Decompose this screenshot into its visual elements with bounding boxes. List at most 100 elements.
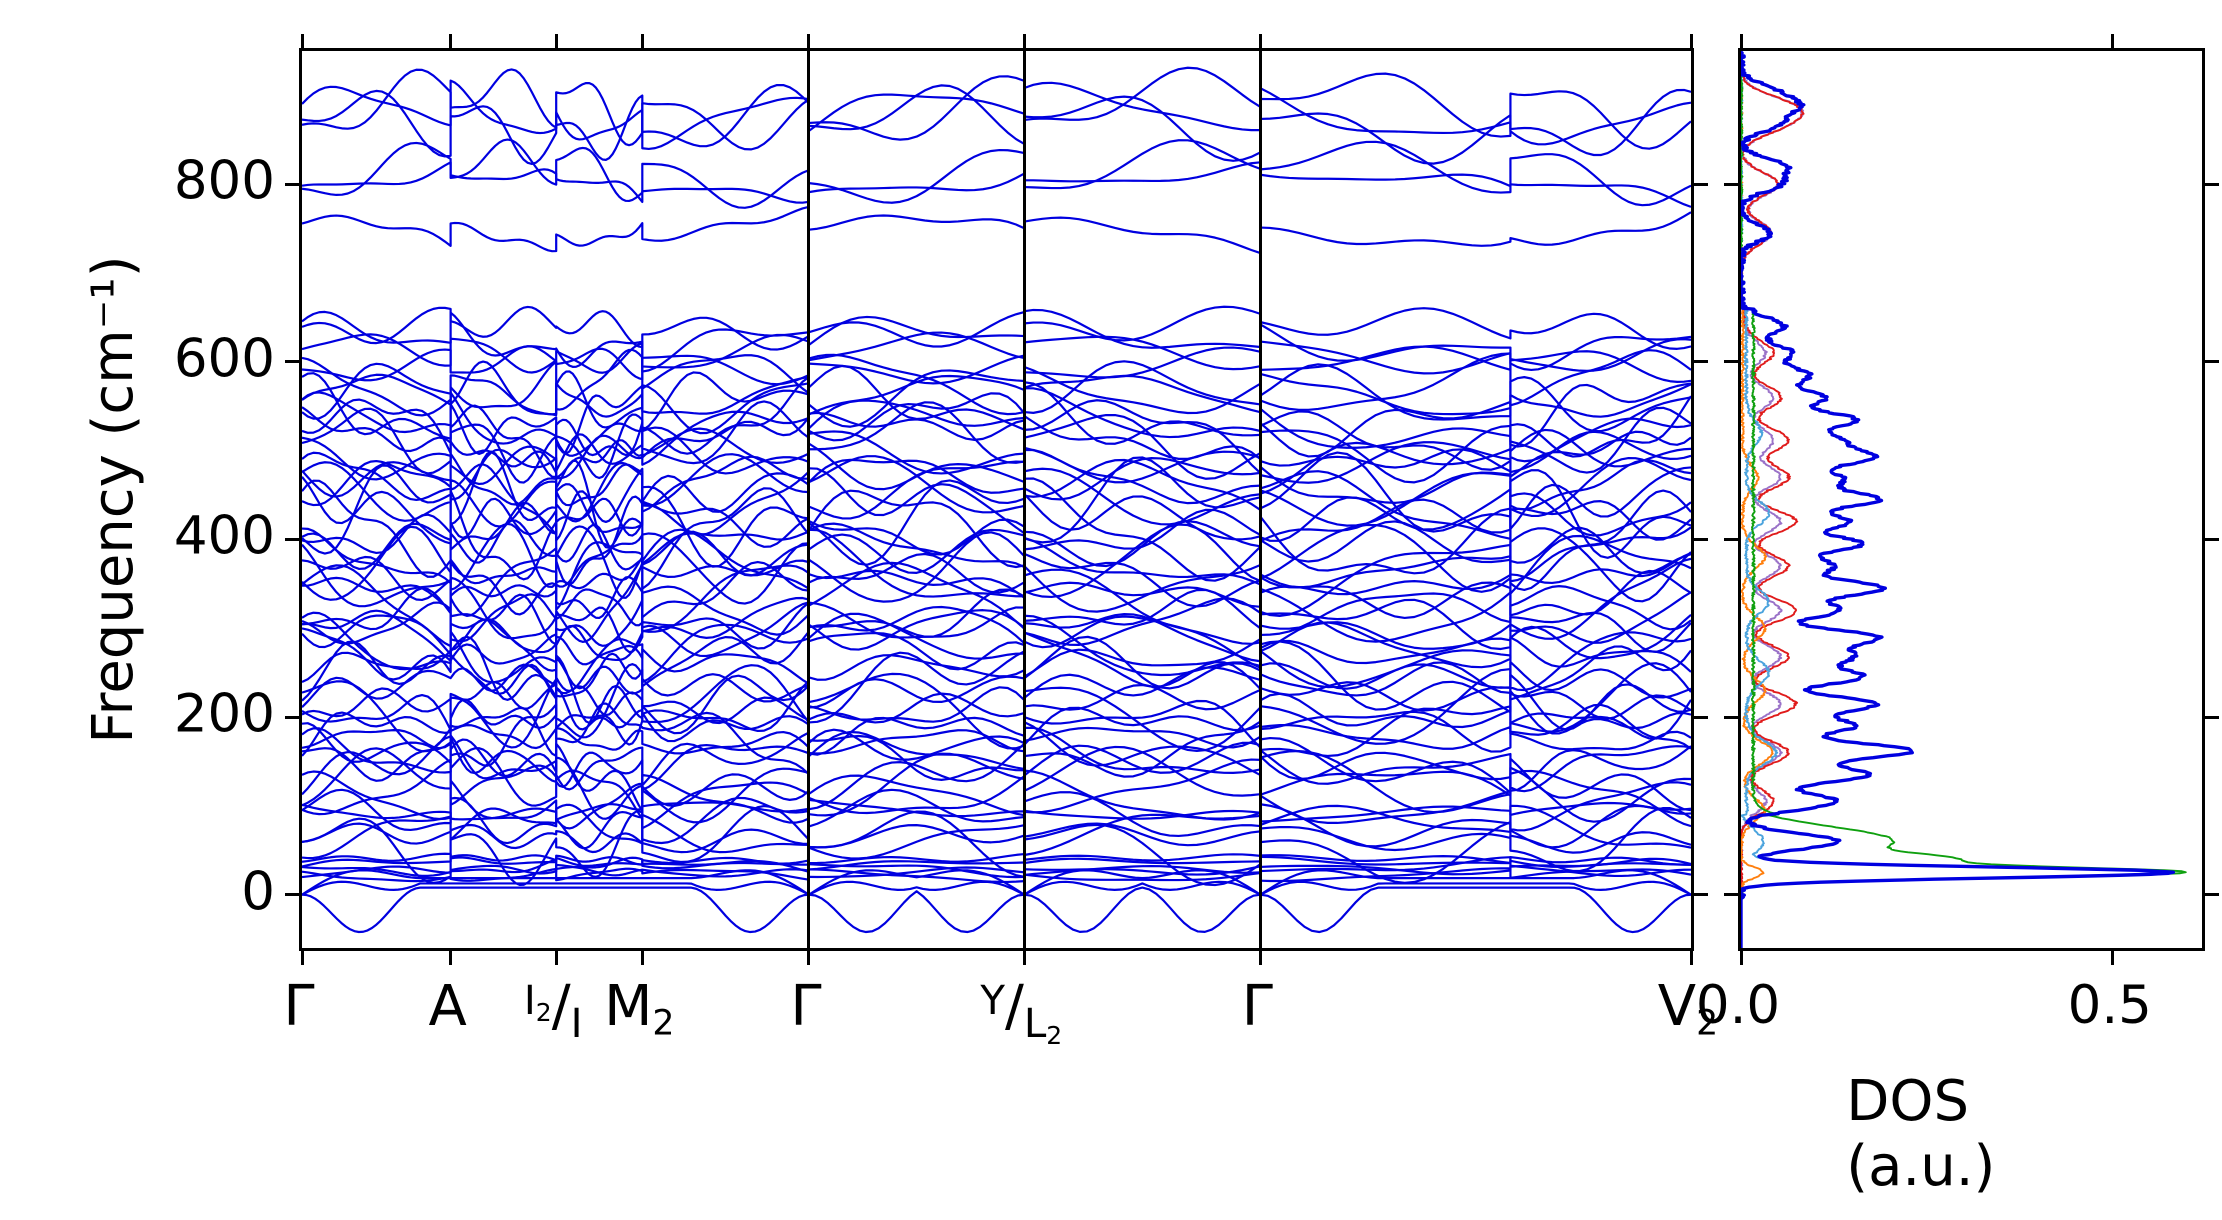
kpoint-tick-mark-top [1258, 34, 1262, 51]
band-curve [1260, 349, 1691, 411]
dos-panel: totalTiNbTlOF [1724, 34, 2219, 965]
band-curve [1024, 823, 1262, 887]
kpoint-tick-mark-top [807, 34, 811, 51]
band-curve [1259, 645, 1691, 701]
band-curve [808, 601, 1025, 639]
band-curve [1024, 613, 1261, 663]
band-curve [302, 310, 810, 373]
dos-curve-tl [1741, 51, 2187, 948]
band-curve [1024, 726, 1261, 774]
dos-axis-title: DOS (a.u.) [1846, 1069, 1996, 1199]
band-curve [1260, 173, 1691, 208]
y-tick-mark [285, 537, 302, 541]
band-curve [808, 569, 1025, 599]
dos-curves [1741, 51, 2187, 948]
band-curve [808, 774, 1025, 817]
y-axis-title: Frequency (cm⁻¹) [80, 255, 146, 744]
band-curve [1259, 363, 1691, 433]
band-curve [808, 172, 1025, 194]
kpoint-tick-mark [640, 948, 644, 965]
band-curve [808, 692, 1025, 724]
band-curve [1024, 381, 1261, 445]
band-curve [808, 824, 1025, 849]
band-curve [1023, 456, 1261, 544]
band-curve [1260, 372, 1691, 418]
kpoint-tick-mark [554, 948, 558, 965]
kpoint-tick-mark [449, 948, 453, 965]
band-curve [1024, 413, 1261, 480]
band-curve [808, 742, 1026, 811]
band-curve [1024, 809, 1261, 820]
band-curve [1024, 822, 1261, 847]
band-curve [808, 686, 1026, 723]
band-curve [1259, 631, 1691, 692]
kpoint-tick-mark-top [554, 34, 558, 51]
band-curve [302, 867, 810, 883]
band-curve [808, 528, 1025, 574]
band-curve [808, 675, 1025, 709]
band-curve [1024, 686, 1262, 753]
band-curve [1259, 569, 1691, 620]
dos-y-tick [1724, 537, 1741, 541]
band-curve [1260, 88, 1691, 165]
band-curve [302, 333, 810, 374]
dos-curve-total [1741, 51, 2176, 948]
band-curve [1023, 523, 1261, 599]
band-curve [808, 479, 1025, 566]
band-curve [302, 451, 809, 513]
band-curve [1260, 430, 1691, 484]
band-curve [302, 852, 810, 866]
band-curve [302, 747, 810, 824]
band-curve [302, 459, 810, 536]
dos-y-tick [1724, 360, 1741, 364]
band-structure-panel [285, 34, 1708, 965]
dos-y-tick-right [2202, 893, 2219, 897]
band-curve [1024, 864, 1261, 877]
band-curve [1024, 758, 1261, 814]
y-tick-mark [285, 715, 302, 719]
kpoint-tick-mark-top [300, 34, 304, 51]
band-curve [808, 458, 1025, 494]
dos-y-tick-right [2202, 360, 2219, 364]
y-tick-mark-right [1691, 715, 1708, 719]
band-curve [808, 672, 1025, 750]
kpoint-label: A [428, 974, 467, 1039]
band-curve [1024, 871, 1261, 882]
band-curve [302, 563, 810, 648]
y-tick-label: 600 [173, 328, 275, 390]
band-curve [1260, 854, 1691, 866]
band-curve [302, 587, 810, 654]
kpoint-label: Y/L2 [980, 974, 1063, 1051]
band-curve [1024, 446, 1261, 484]
band-curve [808, 528, 1025, 598]
band-curve [808, 331, 1025, 362]
band-curve [1260, 803, 1691, 849]
band-curve [808, 93, 1025, 132]
band-curve [1024, 853, 1261, 862]
acoustic-band-curve [302, 886, 810, 934]
band-curve [1260, 699, 1691, 753]
dos-y-tick [1724, 182, 1741, 186]
dos-y-tick-right [2202, 715, 2219, 719]
kpoint-tick-mark-top [640, 34, 644, 51]
band-curve [808, 531, 1026, 603]
segment-divider [807, 51, 811, 948]
band-curve [1023, 666, 1261, 699]
band-curve [302, 770, 810, 830]
y-tick-label: 400 [173, 505, 275, 567]
dos-curve-o [1741, 51, 1805, 948]
band-curve [1260, 534, 1691, 618]
acoustic-band-curve [808, 890, 1025, 934]
band-curve [1260, 825, 1691, 854]
band-curve [1023, 563, 1261, 613]
band-curve [1024, 769, 1261, 821]
band-curve [808, 788, 1025, 828]
dos-y-tick [1724, 715, 1741, 719]
band-curve [1024, 399, 1262, 474]
band-curve [808, 716, 1025, 756]
band-curves [302, 66, 1691, 934]
kpoint-tick-mark-top [1022, 34, 1026, 51]
band-curve [1024, 66, 1261, 122]
band-curve [1023, 536, 1261, 586]
acoustic-band-curve [1023, 880, 1261, 896]
